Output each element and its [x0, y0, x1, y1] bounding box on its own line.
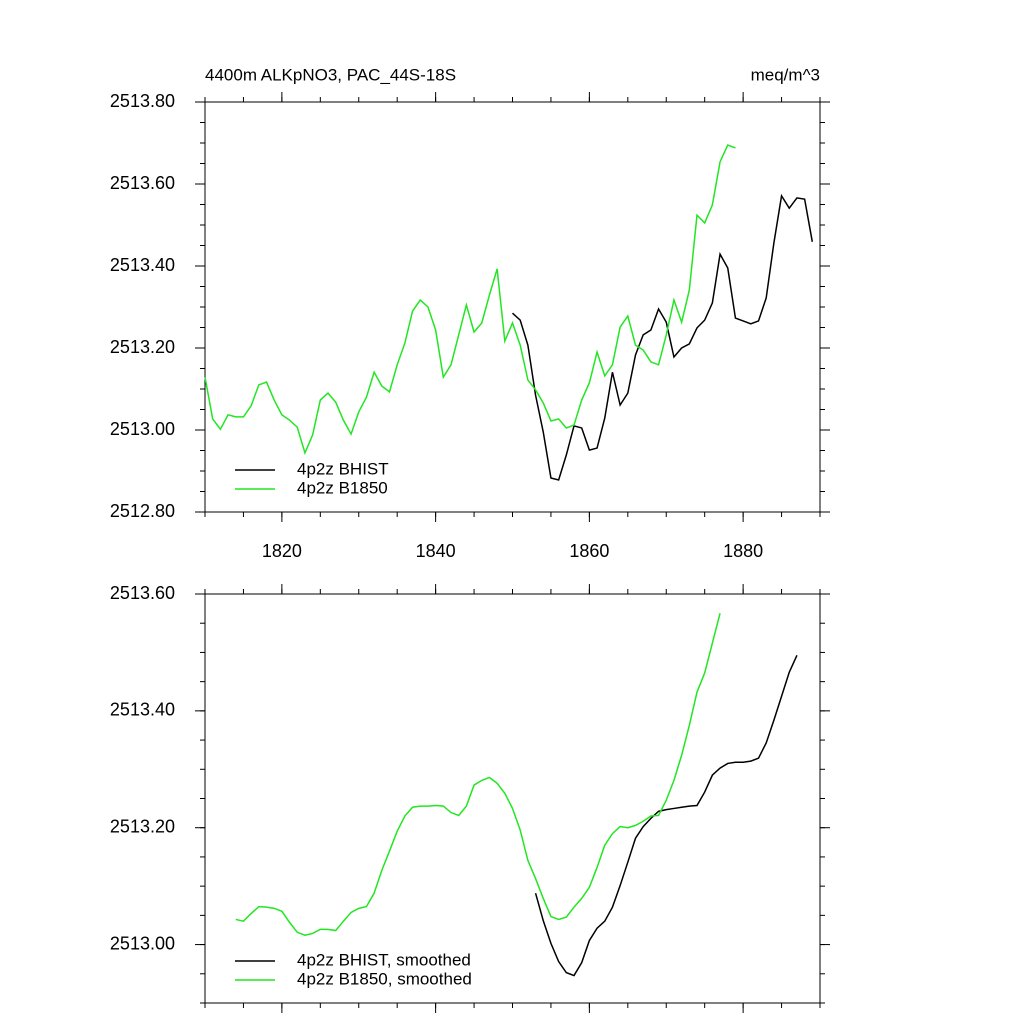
- y-tick-label: 2513.60: [110, 173, 175, 193]
- data-line: [534, 655, 798, 977]
- data-line: [511, 193, 814, 481]
- x-tick-label: 1840: [416, 541, 456, 561]
- legend-label: 4p2z B1850, smoothed: [297, 969, 472, 988]
- data-line: [235, 613, 721, 937]
- y-tick-label: 2512.80: [110, 501, 175, 521]
- y-tick-label: 2513.00: [110, 419, 175, 439]
- y-tick-label: 2513.80: [110, 91, 175, 111]
- x-tick-label: 1860: [569, 541, 609, 561]
- legend-label: 4p2z B1850: [297, 478, 388, 497]
- x-tick-label: 1880: [723, 541, 763, 561]
- plot-frame: [204, 593, 821, 1004]
- y-tick-label: 2513.20: [110, 337, 175, 357]
- legend-label: 4p2z BHIST: [297, 459, 389, 478]
- data-line: [204, 144, 736, 456]
- y-tick-label: 2513.00: [110, 933, 175, 953]
- y-tick-label: 2513.60: [110, 583, 175, 603]
- chart-title: 4400m ALKpNO3, PAC_44S-18S: [205, 65, 456, 84]
- x-tick-label: 1820: [262, 541, 302, 561]
- legend-label: 4p2z BHIST, smoothed: [297, 950, 471, 969]
- y-tick-label: 2513.20: [110, 816, 175, 836]
- y-tick-label: 2513.40: [110, 700, 175, 720]
- plot-frame: [204, 101, 821, 513]
- y-tick-label: 2513.40: [110, 255, 175, 275]
- units-label: meq/m^3: [751, 65, 820, 84]
